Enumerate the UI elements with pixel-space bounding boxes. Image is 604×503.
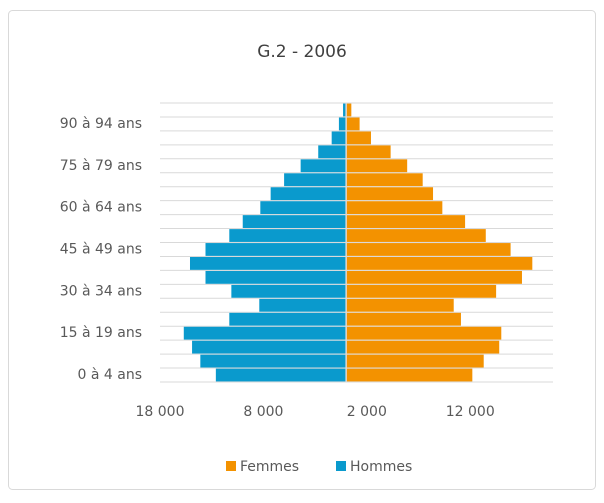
y-tick-label: 90 à 94 ans xyxy=(60,116,142,132)
bar xyxy=(346,159,408,173)
bar xyxy=(346,243,511,256)
bar xyxy=(346,215,466,228)
x-tick-label: 12 000 xyxy=(446,404,495,420)
bar xyxy=(270,187,347,201)
bar xyxy=(346,340,500,354)
y-tick-label: 75 à 79 ans xyxy=(60,158,142,174)
bar xyxy=(346,145,391,159)
x-tick-label: 2 000 xyxy=(347,404,387,420)
bar xyxy=(284,173,347,187)
bar xyxy=(300,159,347,173)
bar xyxy=(346,173,423,187)
bar xyxy=(346,103,352,117)
bar xyxy=(189,257,347,270)
bar xyxy=(331,131,347,145)
bar xyxy=(205,243,347,256)
bar xyxy=(200,354,347,368)
bar xyxy=(346,257,533,270)
bar xyxy=(346,131,371,145)
y-tick-label: 45 à 49 ans xyxy=(60,241,142,257)
bar xyxy=(242,215,347,228)
y-tick-label: 60 à 64 ans xyxy=(60,200,142,216)
legend-swatch xyxy=(336,461,346,471)
bar xyxy=(346,298,454,312)
bar xyxy=(346,229,486,242)
legend-label: Femmes xyxy=(240,459,299,475)
legend-swatch xyxy=(226,461,236,471)
bar xyxy=(229,312,347,326)
bar xyxy=(346,284,497,298)
x-tick-label: 18 000 xyxy=(136,404,185,420)
bar xyxy=(346,354,484,368)
bar xyxy=(260,201,347,215)
bar xyxy=(205,270,347,284)
bar xyxy=(318,145,347,159)
y-tick-label: 15 à 19 ans xyxy=(60,325,142,341)
bar xyxy=(215,368,347,382)
bar xyxy=(338,117,347,131)
bar xyxy=(229,229,347,242)
bar xyxy=(231,284,347,298)
bar xyxy=(346,368,473,382)
bar xyxy=(346,326,502,340)
bar xyxy=(343,103,347,117)
bar xyxy=(183,326,347,340)
x-tick-label: 8 000 xyxy=(243,404,283,420)
chart-title: G.2 - 2006 xyxy=(257,42,347,62)
bar xyxy=(346,187,434,201)
bar xyxy=(346,201,443,215)
bar xyxy=(346,312,461,326)
y-tick-label: 30 à 34 ans xyxy=(60,283,142,299)
bar xyxy=(192,340,347,354)
y-tick-label: 0 à 4 ans xyxy=(78,367,143,383)
bar xyxy=(259,298,347,312)
legend-label: Hommes xyxy=(350,459,412,475)
bar xyxy=(346,117,360,131)
bar xyxy=(346,270,522,284)
